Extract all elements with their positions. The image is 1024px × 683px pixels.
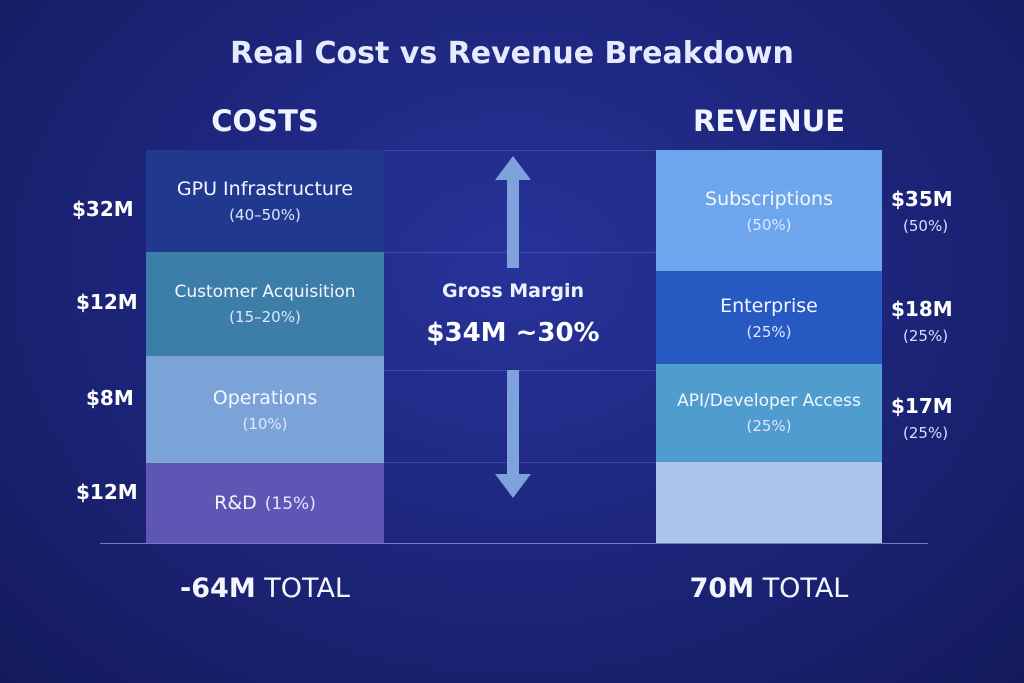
- segment-label: Customer Acquisition: [174, 282, 356, 302]
- costs-stack: GPU Infrastructure (40–50%) Customer Acq…: [146, 150, 384, 543]
- cost-value-label: $8M: [86, 386, 134, 410]
- segment-percent: (10%): [242, 414, 288, 433]
- costs-total-number: -64M: [180, 573, 256, 604]
- revenue-percent-label: (25%): [903, 327, 949, 345]
- arrow-down-icon: [495, 370, 531, 498]
- cost-value-label: $32M: [72, 197, 134, 221]
- costs-total-word: TOTAL: [264, 573, 350, 604]
- revenue-total: 70M TOTAL: [656, 573, 882, 604]
- segment-label: R&D: [214, 492, 257, 514]
- revenue-total-number: 70M: [689, 573, 755, 604]
- bar-subscriptions: Subscriptions (50%): [656, 150, 882, 271]
- revenue-heading: REVENUE: [692, 104, 846, 138]
- guide-line: [383, 150, 655, 151]
- revenue-percent-label: (50%): [903, 217, 949, 235]
- segment-percent: (25%): [746, 417, 792, 435]
- gross-margin-label: Gross Margin: [442, 280, 584, 302]
- revenue-value-label: $18M: [891, 297, 953, 321]
- revenue-value-label: $35M: [891, 187, 953, 211]
- gross-margin-value: $34M ~30%: [426, 318, 600, 348]
- segment-label: Operations: [212, 386, 318, 409]
- chart-title: Real Cost vs Revenue Breakdown: [230, 36, 794, 71]
- bar-rnd: R&D (15%): [146, 463, 384, 543]
- segment-label: API/Developer Access: [677, 391, 861, 411]
- costs-heading: COSTS: [211, 104, 319, 138]
- segment-percent: (50%): [746, 215, 792, 234]
- segment-label: GPU Infrastructure: [176, 178, 354, 200]
- bar-api-developer-access: API/Developer Access (25%): [656, 364, 882, 462]
- chart-baseline: [100, 543, 928, 544]
- bar-gpu-infrastructure: GPU Infrastructure (40–50%): [146, 150, 384, 252]
- segment-percent: (40–50%): [229, 206, 301, 224]
- bar-customer-acquisition: Customer Acquisition (15–20%): [146, 252, 384, 356]
- revenue-value-label: $17M: [891, 394, 953, 418]
- cost-value-label: $12M: [76, 480, 138, 504]
- revenue-total-word: TOTAL: [762, 573, 849, 604]
- cost-value-label: $12M: [76, 290, 138, 314]
- costs-total: -64M TOTAL: [146, 573, 384, 604]
- arrow-up-icon: [495, 156, 531, 268]
- revenue-percent-label: (25%): [903, 424, 949, 442]
- bar-enterprise: Enterprise (25%): [656, 271, 882, 364]
- segment-label: Subscriptions: [705, 187, 833, 210]
- bar-operations: Operations (10%): [146, 356, 384, 463]
- revenue-stack: Subscriptions (50%) Enterprise (25%) API…: [656, 150, 882, 543]
- segment-label: Enterprise: [720, 294, 818, 317]
- bar-revenue-remainder: [656, 462, 882, 543]
- segment-percent: (15%): [264, 494, 316, 514]
- segment-percent: (15–20%): [229, 308, 301, 326]
- segment-percent: (25%): [746, 322, 792, 341]
